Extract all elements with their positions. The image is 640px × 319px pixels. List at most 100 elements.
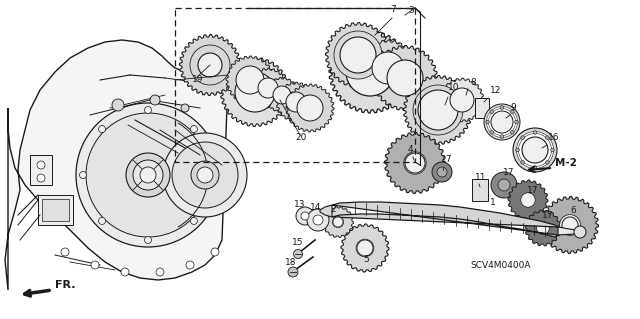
Circle shape <box>516 148 519 152</box>
Polygon shape <box>525 210 561 246</box>
Circle shape <box>357 240 373 256</box>
Circle shape <box>516 131 554 168</box>
Text: 13: 13 <box>294 200 305 209</box>
Circle shape <box>486 120 490 124</box>
Circle shape <box>332 216 344 227</box>
Circle shape <box>491 172 517 198</box>
Circle shape <box>61 248 69 256</box>
Text: 6: 6 <box>570 206 576 215</box>
Circle shape <box>511 110 514 114</box>
Bar <box>475 98 489 118</box>
Circle shape <box>372 52 404 84</box>
Circle shape <box>490 110 493 114</box>
Circle shape <box>450 88 474 112</box>
Text: 17: 17 <box>441 155 452 164</box>
Circle shape <box>550 148 554 152</box>
Text: 8: 8 <box>470 78 476 87</box>
Circle shape <box>437 167 447 177</box>
Circle shape <box>515 120 518 124</box>
Polygon shape <box>329 31 411 113</box>
Text: 17: 17 <box>527 186 538 195</box>
Text: 16: 16 <box>548 133 559 142</box>
Circle shape <box>181 104 189 112</box>
Polygon shape <box>360 40 416 96</box>
Circle shape <box>150 95 160 105</box>
Polygon shape <box>440 78 484 122</box>
Circle shape <box>574 226 586 238</box>
Polygon shape <box>326 23 390 87</box>
Circle shape <box>486 107 518 137</box>
Circle shape <box>405 153 425 173</box>
Circle shape <box>511 130 514 134</box>
Circle shape <box>521 160 524 164</box>
Text: 10: 10 <box>448 83 460 92</box>
Text: 20: 20 <box>295 133 307 142</box>
Text: 14: 14 <box>310 203 321 212</box>
Polygon shape <box>226 56 274 104</box>
Circle shape <box>191 126 198 132</box>
Bar <box>38 195 73 225</box>
Text: M-2: M-2 <box>555 158 577 168</box>
Text: 9: 9 <box>510 103 516 112</box>
Circle shape <box>307 209 329 231</box>
Circle shape <box>533 131 537 134</box>
Bar <box>42 199 69 221</box>
Circle shape <box>198 53 222 77</box>
Polygon shape <box>221 57 289 127</box>
Polygon shape <box>323 207 353 237</box>
Circle shape <box>484 104 520 140</box>
Bar <box>30 155 52 185</box>
Circle shape <box>258 78 278 98</box>
Circle shape <box>76 103 220 247</box>
Circle shape <box>334 31 382 79</box>
Circle shape <box>236 66 264 94</box>
Circle shape <box>297 95 323 121</box>
Text: 4: 4 <box>408 145 413 154</box>
Circle shape <box>191 161 219 189</box>
Circle shape <box>172 142 238 208</box>
Polygon shape <box>403 76 472 145</box>
Circle shape <box>91 261 99 269</box>
Circle shape <box>500 106 504 109</box>
Circle shape <box>340 37 376 73</box>
Text: 18: 18 <box>285 258 296 267</box>
Polygon shape <box>276 82 316 122</box>
Bar <box>472 179 488 201</box>
Circle shape <box>286 92 306 112</box>
Circle shape <box>156 268 164 276</box>
Circle shape <box>313 215 323 225</box>
Text: 17: 17 <box>503 168 515 177</box>
Circle shape <box>197 167 213 183</box>
Circle shape <box>356 239 374 257</box>
Circle shape <box>522 137 548 163</box>
Circle shape <box>333 217 343 227</box>
Polygon shape <box>541 197 598 254</box>
Polygon shape <box>558 227 578 235</box>
Circle shape <box>190 45 230 85</box>
Circle shape <box>288 267 298 277</box>
Circle shape <box>99 218 106 225</box>
Polygon shape <box>372 46 438 110</box>
Circle shape <box>559 215 580 235</box>
Text: 19: 19 <box>192 75 204 84</box>
Circle shape <box>294 249 303 258</box>
Text: 7: 7 <box>390 5 396 14</box>
Circle shape <box>126 153 170 197</box>
Circle shape <box>273 86 291 104</box>
Circle shape <box>536 222 549 234</box>
Circle shape <box>418 90 458 130</box>
Circle shape <box>413 85 463 135</box>
Circle shape <box>163 133 247 217</box>
Polygon shape <box>385 132 445 194</box>
Circle shape <box>145 236 152 243</box>
Text: SCV4M0400A: SCV4M0400A <box>470 261 531 270</box>
Circle shape <box>490 130 493 134</box>
Circle shape <box>521 136 524 139</box>
Polygon shape <box>332 202 558 237</box>
Circle shape <box>498 179 510 191</box>
Text: 5: 5 <box>363 255 369 264</box>
Circle shape <box>346 48 394 96</box>
Text: 1: 1 <box>490 198 496 207</box>
Circle shape <box>296 207 314 225</box>
Circle shape <box>387 60 423 96</box>
